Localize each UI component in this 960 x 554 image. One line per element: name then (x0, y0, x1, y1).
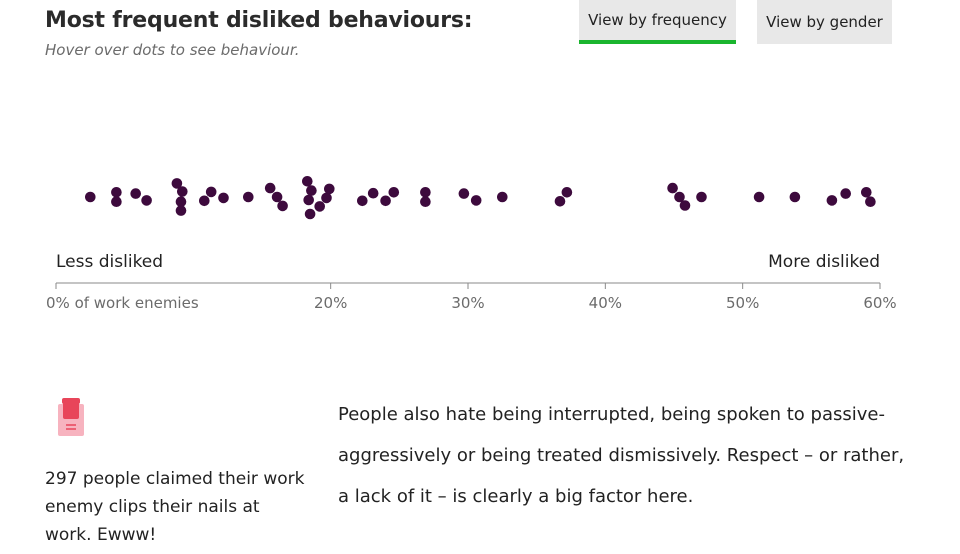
more-disliked-annotation: More disliked (768, 252, 880, 272)
behaviour-dot[interactable]: 59.3% (865, 196, 876, 207)
behaviour-dot[interactable]: 22.3% (357, 195, 368, 207)
behaviour-dot[interactable]: 45.4% (674, 191, 685, 203)
behaviour-dot[interactable]: 16.1% (271, 191, 283, 203)
behaviour-dot[interactable]: 24% (380, 195, 391, 207)
behaviour-dot[interactable]: 32.5% (497, 191, 508, 203)
behaviour-dot[interactable]: 15.6% (264, 182, 276, 194)
behaviour-dot[interactable]: 44.9% (667, 182, 678, 194)
beeswarm-chart: 2.5%4.4%4.4%5.8%6.6%8.8%9.2%9.1%9.1%10.8… (46, 176, 897, 312)
behaviour-dot[interactable]: 9.1% (175, 196, 187, 207)
tab-view-by-frequency[interactable]: View by frequency (579, 0, 736, 44)
behaviour-dot[interactable]: 4.4% (111, 196, 122, 207)
chart-title: Most frequent disliked behaviours: (45, 8, 473, 33)
behaviour-dot[interactable]: 18.3% (302, 176, 313, 187)
behaviour-dot[interactable]: 18.4% (303, 194, 315, 206)
behaviour-dot[interactable]: 14% (243, 191, 254, 203)
behaviour-dot[interactable]: 30.6% (470, 195, 482, 206)
x-tick-label: 20% (314, 294, 347, 312)
x-tick-label: 30% (451, 294, 484, 312)
behaviour-dot[interactable]: 24.6% (388, 187, 400, 198)
nail-clipper-icon (58, 398, 84, 436)
behaviour-dot[interactable]: 47% (696, 191, 707, 203)
tab-view-by-gender[interactable]: View by gender (757, 0, 892, 44)
behaviour-dot[interactable]: 19.9% (324, 183, 335, 195)
behaviour-dot[interactable]: 8.8% (171, 178, 183, 189)
behaviour-dot[interactable]: 19.7% (321, 192, 332, 204)
behaviour-dot[interactable]: 23.1% (367, 187, 379, 199)
x-tick-label: 60% (863, 294, 896, 312)
x-tick-label: 0% of work enemies (46, 294, 199, 312)
less-disliked-annotation: Less disliked (56, 252, 163, 272)
behaviour-dot[interactable]: 9.2% (177, 186, 188, 197)
behaviour-dot[interactable]: 45.8% (679, 200, 691, 211)
behaviour-dot[interactable]: 59% (861, 187, 872, 198)
nail-clipping-note: 297 people claimed their work enemy clip… (45, 469, 305, 545)
behaviour-dot[interactable]: 6.6% (141, 195, 152, 206)
x-tick-label: 50% (726, 294, 759, 312)
x-tick-label: 40% (589, 294, 622, 312)
behaviour-dot[interactable]: 51.2% (753, 191, 765, 203)
respect-paragraph: People also hate being interrupted, bein… (338, 404, 905, 507)
behaviour-dot[interactable]: 9.1% (175, 205, 187, 216)
behaviour-dot[interactable]: 4.4% (111, 187, 122, 198)
behaviour-dot[interactable]: 29.7% (458, 188, 470, 199)
behaviour-dot[interactable]: 5.8% (130, 188, 141, 199)
behaviour-dot[interactable]: 37.2% (561, 187, 573, 198)
behaviour-dot[interactable]: 26.9% (420, 187, 431, 198)
behaviour-dot[interactable]: 2.5% (85, 191, 96, 203)
behaviour-dot[interactable]: 19.2% (314, 201, 326, 212)
behaviour-dot[interactable]: 10.8% (199, 195, 210, 207)
behaviour-dot[interactable]: 16.5% (277, 200, 288, 212)
x-axis-ticks: 0% of work enemies 20% 30% 40% 50% 60% (46, 283, 897, 312)
behaviour-dot[interactable]: 53.8% (789, 191, 801, 203)
behaviour-dot[interactable]: 12.2% (218, 192, 229, 204)
behaviour-dot[interactable]: 57.5% (840, 188, 851, 199)
behaviour-dot[interactable]: 36.7% (554, 196, 566, 207)
behaviour-dot[interactable]: 56.5% (826, 195, 838, 206)
behaviour-dot[interactable]: 26.9% (420, 196, 431, 207)
behaviour-dot[interactable]: 11.3% (205, 186, 217, 198)
behaviour-dot[interactable]: 18.5% (304, 208, 316, 220)
chart-subtitle: Hover over dots to see behaviour. (45, 41, 300, 59)
behaviour-dot[interactable]: 18.6% (306, 185, 317, 196)
dot-group: 2.5%4.4%4.4%5.8%6.6%8.8%9.2%9.1%9.1%10.8… (85, 176, 876, 220)
